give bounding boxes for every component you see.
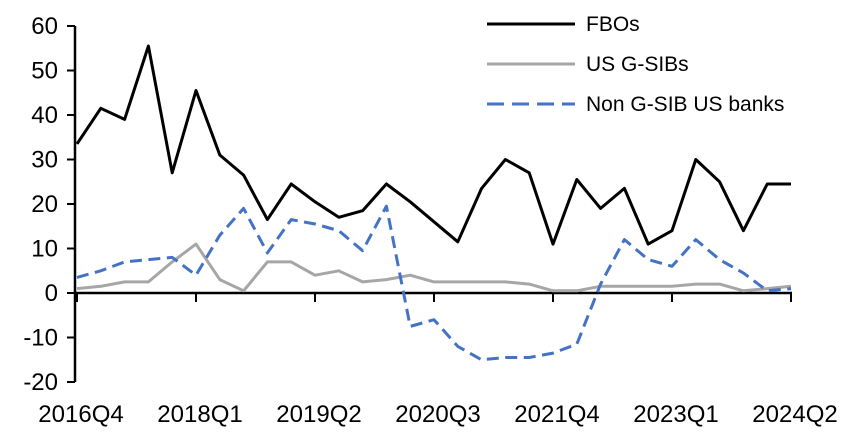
series-line-non-g-sib-us-banks: [76, 204, 792, 362]
y-tick-label: -10: [23, 325, 58, 352]
x-tick-label: 2023Q1: [633, 401, 718, 428]
legend-label-non-g-sib-us-banks: Non G-SIB US banks: [586, 93, 784, 116]
y-tick-label: 50: [31, 58, 58, 85]
x-tick-label: 2016Q4: [38, 401, 123, 428]
x-tick-label: 2021Q4: [514, 401, 599, 428]
x-tick-label: 2020Q3: [395, 401, 480, 428]
y-tick-label: 0: [45, 280, 58, 307]
x-tick-label: 2024Q2: [752, 401, 837, 428]
y-tick-label: 30: [31, 147, 58, 174]
y-tick-label: 40: [31, 102, 58, 129]
x-tick-label: 2018Q1: [157, 401, 242, 428]
y-tick-label: 20: [31, 191, 58, 218]
legend-label-fbos: FBOs: [586, 13, 640, 36]
series-line-fbos: [75, 44, 791, 246]
series-line-us-g-sibs: [76, 242, 792, 293]
x-tick-label: 2019Q2: [276, 401, 361, 428]
legend-label-us-g-sibs: US G-SIBs: [586, 53, 689, 76]
y-tick-label: 10: [31, 236, 58, 263]
y-tick-label: 60: [31, 13, 58, 40]
y-tick-label: -20: [23, 369, 58, 396]
